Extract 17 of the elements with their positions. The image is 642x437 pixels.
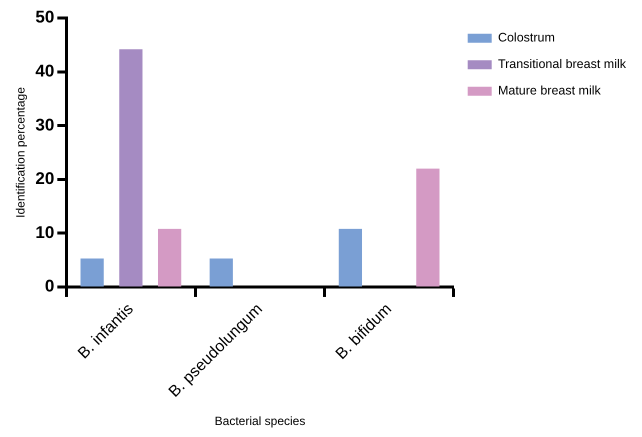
legend-label: Mature breast milk [498,84,602,98]
bar [416,168,440,286]
bar [210,258,233,286]
y-tick-label: 50 [35,8,54,27]
legend-label: Colostrum [498,30,555,45]
x-axis-title: Bacterial species [214,414,306,428]
bar [119,49,142,286]
y-tick-label: 30 [35,115,54,134]
bar [158,228,182,286]
bar [338,228,362,286]
y-tick-label: 20 [35,169,54,188]
legend-label: Transitional breast milk [498,57,627,72]
y-tick-label: 40 [35,61,54,80]
y-tick-label: 10 [35,222,54,242]
y-axis-title: Identification percentage [14,86,28,218]
y-tick-label: 0 [44,276,54,296]
bar [80,258,104,286]
